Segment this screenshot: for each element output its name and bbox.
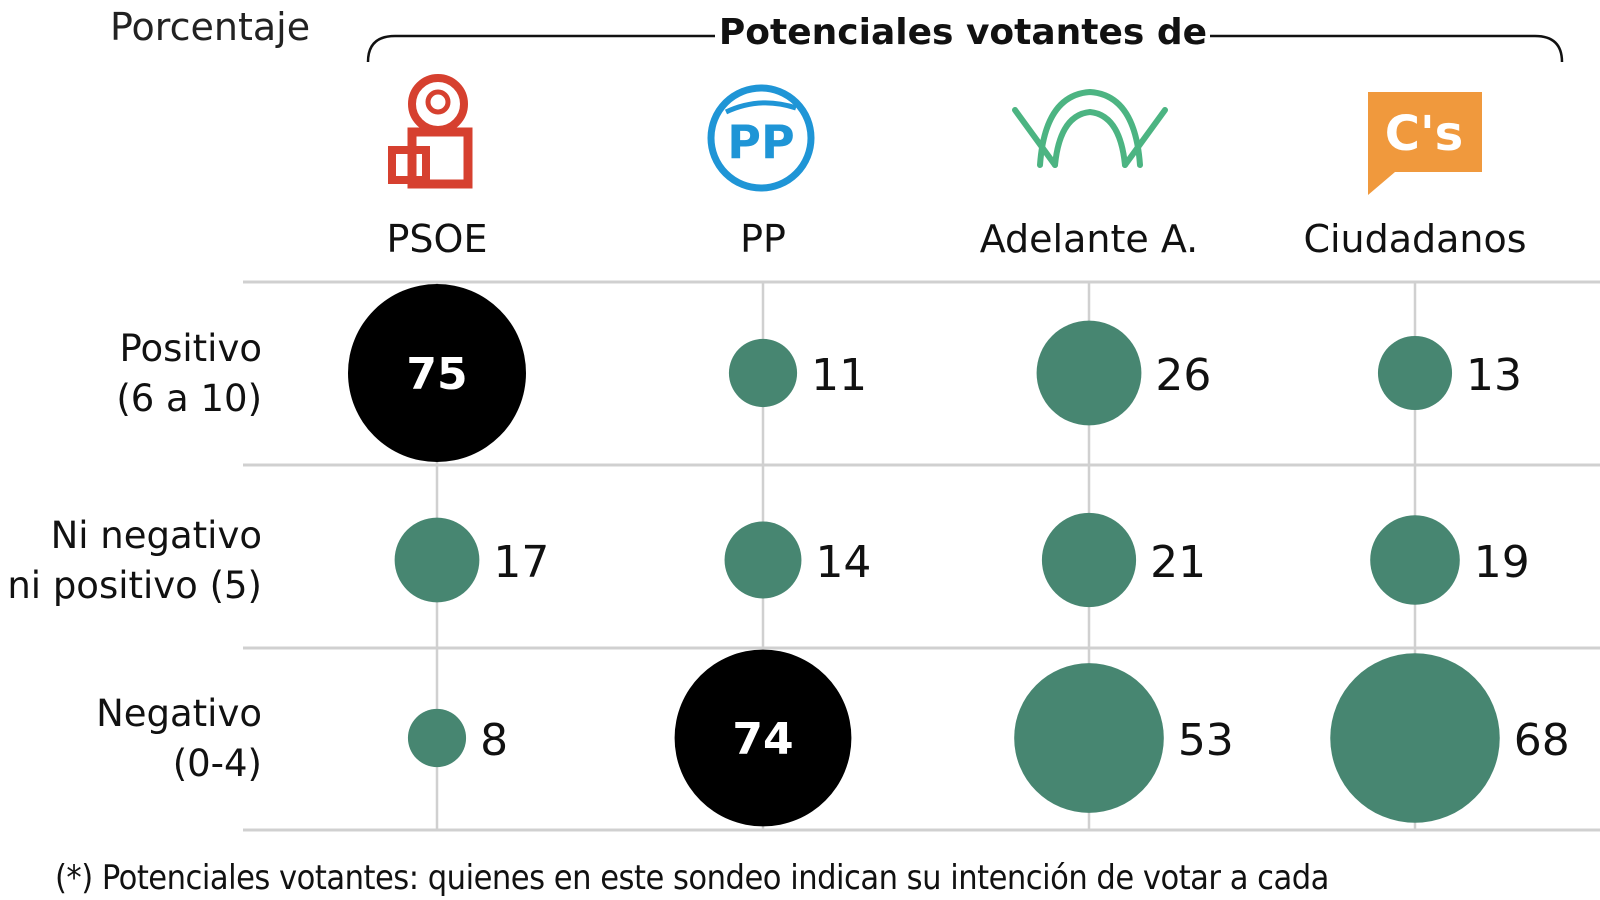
cross-lines: [1012, 107, 1168, 168]
bubble: [728, 338, 798, 408]
bubble: [1330, 653, 1500, 823]
column-header: Ciudadanos: [1303, 217, 1526, 261]
pp-letters: PP: [727, 115, 794, 169]
data-label: 53: [1178, 715, 1234, 766]
row-label: Negativo: [96, 692, 262, 735]
bubble: [674, 649, 852, 827]
ciudadanos-speech-bubble-logo: C's: [1368, 92, 1482, 195]
bubble: [407, 708, 467, 768]
data-label: 19: [1474, 537, 1530, 588]
rose-center: [425, 89, 451, 115]
row-label: (6 a 10): [116, 377, 262, 420]
column-header: PSOE: [387, 217, 488, 261]
footnote: (*) Potenciales votantes: quienes en est…: [55, 858, 1329, 898]
data-label: 26: [1155, 350, 1211, 401]
arch-outer: [1037, 88, 1143, 168]
data-label: 11: [811, 350, 867, 401]
fist-shape: [407, 127, 473, 189]
bubble: [1014, 663, 1164, 813]
row-label: Ni negativo: [51, 514, 262, 557]
column-header: PP: [740, 217, 786, 261]
bubble: [1041, 512, 1137, 608]
cs-speech-bubble: [1368, 92, 1482, 195]
psoe-rose-fist-logo: [388, 74, 473, 189]
data-label: 21: [1150, 537, 1206, 588]
bubble: [394, 517, 480, 603]
data-label: 13: [1466, 350, 1522, 401]
arch-inner: [1052, 108, 1128, 168]
pp-circle-logo: PP: [707, 84, 815, 192]
row-label: Positivo: [119, 327, 262, 370]
data-label: 75: [406, 349, 467, 400]
bubble: [348, 284, 526, 462]
group-bracket: [366, 34, 1564, 63]
pp-ring: [707, 84, 815, 192]
data-label: 14: [815, 537, 871, 588]
unit-label: Porcentaje: [110, 5, 310, 49]
data-label: 68: [1514, 715, 1570, 766]
group-title: Potenciales votantes de: [719, 12, 1207, 53]
bubble: [1036, 320, 1142, 426]
data-label: 74: [732, 714, 793, 765]
cs-letters: C's: [1385, 106, 1464, 162]
row-label: ni positivo (5): [7, 564, 262, 607]
adelante-andalucia-logo: [1012, 88, 1168, 168]
bubble: [1370, 515, 1460, 605]
pp-bird: [724, 100, 797, 115]
data-label: 17: [493, 537, 549, 588]
data-label: 8: [480, 715, 508, 766]
column-header: Adelante A.: [980, 217, 1199, 261]
rose-shape: [408, 74, 468, 134]
row-label: (0-4): [173, 742, 262, 785]
thumb-shape: [388, 146, 430, 184]
bubble: [1377, 335, 1453, 411]
bubble: [724, 521, 802, 599]
